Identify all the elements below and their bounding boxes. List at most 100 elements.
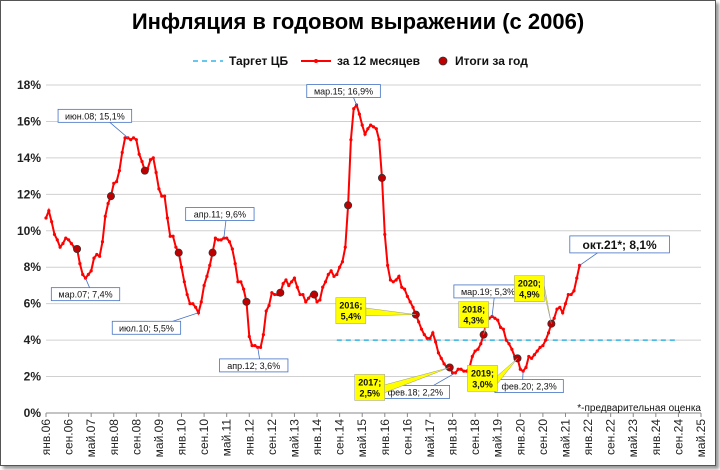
x-tick-label: сен.18	[468, 419, 482, 455]
data-point	[284, 278, 288, 282]
year-total-point	[174, 248, 183, 257]
data-point	[199, 300, 203, 304]
annotation-label: июл.10; 5,5%	[119, 323, 174, 333]
data-point	[504, 338, 508, 342]
y-tick-label: 4%	[24, 333, 42, 347]
data-point	[162, 194, 167, 198]
callout-pointer	[544, 286, 552, 324]
data-point	[321, 285, 325, 289]
callout-value: 5,4%	[341, 312, 362, 322]
x-tick-label: янв.16	[378, 419, 392, 456]
annotation-label: апр.12; 3,6%	[227, 361, 280, 371]
x-tick-label: янв.18	[446, 419, 460, 456]
data-point	[397, 274, 401, 278]
data-point	[535, 349, 539, 353]
data-point	[510, 347, 514, 351]
data-point	[357, 112, 361, 116]
x-tick-label: янв.12	[242, 419, 256, 456]
data-point	[123, 136, 127, 140]
data-point	[239, 280, 243, 284]
data-point	[112, 181, 116, 185]
data-point	[225, 236, 229, 240]
data-point	[456, 367, 460, 371]
annotation-label: мар.19; 5,3%	[461, 287, 515, 297]
data-point	[388, 278, 393, 282]
data-point	[518, 367, 522, 371]
data-point	[290, 280, 294, 284]
data-point	[496, 318, 500, 322]
data-point	[95, 252, 99, 257]
data-point	[86, 272, 90, 277]
data-point	[363, 132, 367, 136]
data-point	[295, 285, 299, 289]
data-point	[315, 300, 319, 304]
data-point	[425, 336, 429, 340]
data-point	[151, 156, 155, 160]
x-tick-label: янв.24	[649, 419, 663, 456]
y-tick-label: 16%	[17, 114, 41, 128]
data-point	[332, 274, 336, 278]
data-point	[69, 241, 74, 246]
data-point	[50, 220, 54, 224]
data-point	[306, 296, 311, 300]
legend-line-label: за 12 месяцев	[337, 54, 420, 68]
data-point	[408, 300, 412, 304]
year-total-point	[106, 192, 115, 201]
data-point	[541, 343, 545, 348]
data-point	[194, 305, 198, 309]
data-point	[442, 362, 446, 366]
data-point	[58, 245, 62, 249]
data-point	[114, 179, 119, 184]
data-point	[459, 367, 463, 371]
x-tick-label: май.17	[423, 419, 437, 458]
legend-dot-label: Итоги за год	[455, 54, 528, 68]
data-point	[267, 303, 271, 308]
data-point	[377, 138, 381, 142]
data-point	[371, 125, 376, 129]
data-point	[227, 240, 232, 244]
data-point	[117, 169, 122, 173]
callout-year: 2018;	[462, 305, 485, 315]
x-tick-label: май.25	[694, 419, 708, 458]
year-total-point	[310, 290, 319, 299]
callout-box	[514, 275, 545, 302]
annotation-label: апр.11; 9,6%	[194, 210, 246, 220]
data-point	[411, 305, 415, 309]
data-point	[92, 256, 96, 260]
data-point	[157, 187, 161, 191]
data-point	[129, 138, 133, 142]
data-point	[219, 238, 223, 242]
data-point	[555, 307, 559, 311]
data-point	[179, 265, 184, 269]
x-tick-label: май.09	[152, 419, 166, 458]
data-point	[538, 345, 542, 349]
data-point	[479, 342, 483, 346]
data-point	[78, 261, 82, 266]
data-point	[561, 311, 565, 315]
callout-year: 2016;	[339, 301, 362, 311]
data-point	[431, 331, 435, 335]
callout-value: 2,5%	[359, 388, 380, 398]
x-tick-label: май.21	[558, 419, 572, 458]
data-point	[470, 354, 474, 359]
data-point	[66, 238, 71, 242]
data-point	[140, 159, 144, 164]
data-point	[318, 298, 322, 302]
y-tick-label: 10%	[17, 224, 41, 238]
x-tick-label: сен.24	[671, 419, 685, 455]
data-point	[171, 234, 175, 238]
chart-canvas: 0% 2% 4% 6% 8% 10% 12% 14% 16% 18% янв.06 сен.06 май…	[17, 54, 708, 458]
callout-year: 2019;	[471, 368, 494, 378]
data-point	[191, 302, 195, 306]
y-tick-label: 6%	[24, 297, 42, 311]
data-point	[137, 152, 141, 156]
callout-box	[354, 374, 385, 401]
callout-year: 2020;	[518, 279, 541, 289]
chart-title: Инфляция в годовом выражении (с 2006)	[131, 9, 585, 34]
data-point	[340, 260, 345, 264]
callout-box	[467, 365, 498, 392]
data-point	[391, 280, 395, 284]
x-tick-label: янв.14	[310, 419, 324, 456]
legend-target-label: Таргет ЦБ	[229, 54, 289, 68]
annotation-label: фев.18; 2,2%	[388, 387, 443, 397]
